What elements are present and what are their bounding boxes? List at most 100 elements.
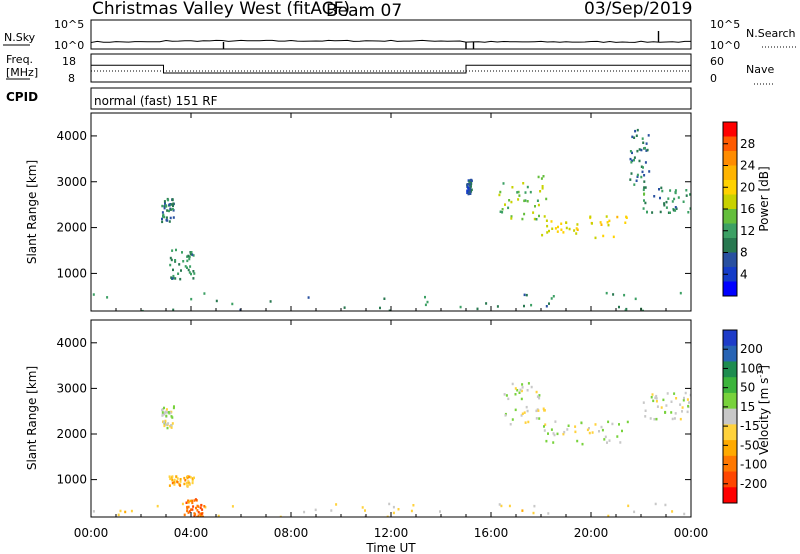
y-tick-label: 2000 xyxy=(56,221,87,235)
echo-cell xyxy=(185,501,188,504)
echo-cell xyxy=(546,231,549,234)
frequency-series xyxy=(91,64,691,74)
echo-cell xyxy=(179,484,182,487)
echo-cell xyxy=(526,200,529,203)
echo-cell xyxy=(666,392,669,395)
echo-cell xyxy=(503,393,506,396)
y-tick-label: 2000 xyxy=(56,427,87,441)
echo-cell xyxy=(650,396,653,399)
colorbar-tick-label: 50 xyxy=(740,381,755,395)
x-axis-label: Time UT xyxy=(365,541,416,554)
power-panel: 4000 3000 2000 1000 Slant Range [km] 28 24 20… xyxy=(25,112,771,312)
echo-cell xyxy=(604,435,607,439)
y-tick-label: 1000 xyxy=(56,473,87,487)
echo-cell xyxy=(616,435,619,438)
echo-cell xyxy=(535,390,538,394)
echo-cell xyxy=(545,439,548,443)
colorbar-tick-label: -200 xyxy=(740,477,767,491)
echo-cell xyxy=(541,185,544,188)
echo-cell xyxy=(188,475,191,479)
echo-cell xyxy=(186,255,189,258)
echo-cell xyxy=(164,419,167,423)
echo-cell xyxy=(183,476,186,480)
freq-label-1: Freq. xyxy=(6,53,33,66)
echo-cell xyxy=(199,506,202,510)
echo-cell xyxy=(655,394,658,398)
echo-cell xyxy=(633,156,636,159)
echo-cell xyxy=(538,396,541,400)
echo-cell xyxy=(574,425,577,428)
echo-cell xyxy=(685,194,688,197)
echo-cell xyxy=(675,397,678,400)
echo-cell xyxy=(565,221,568,224)
echo-cell xyxy=(192,277,195,280)
echo-cell xyxy=(279,515,282,517)
echo-cell xyxy=(509,423,512,426)
echo-cell xyxy=(161,220,164,224)
echo-cell xyxy=(665,206,668,209)
noise-right-tick-top: 10^5 xyxy=(710,18,740,31)
echo-cell xyxy=(204,506,207,509)
echo-cell xyxy=(163,206,166,210)
freq-right-tick-top: 60 xyxy=(710,55,724,68)
echo-cell xyxy=(535,218,538,221)
echo-cell xyxy=(625,307,628,311)
echo-cell xyxy=(681,410,683,413)
echo-cell xyxy=(563,430,566,434)
echo-cell xyxy=(192,505,195,508)
echo-cell xyxy=(689,393,691,397)
echo-cell xyxy=(190,272,192,276)
echo-cell xyxy=(524,191,527,194)
colorbar-tick-label: 4 xyxy=(740,267,748,281)
colorbar-tick-label: -100 xyxy=(740,458,767,472)
colorbar-swatch xyxy=(723,209,737,224)
echo-cell xyxy=(644,415,647,418)
echo-cell xyxy=(469,192,472,195)
echo-cell xyxy=(410,509,413,513)
echo-cell xyxy=(161,217,163,221)
echo-cell xyxy=(162,421,165,424)
colorbar-swatch xyxy=(723,122,737,137)
echo-cell xyxy=(186,509,189,513)
echo-cell xyxy=(619,441,622,444)
echo-cell xyxy=(179,277,182,281)
echo-cell xyxy=(641,137,644,140)
y-tick-label: 4000 xyxy=(56,336,87,350)
x-tick-label: 20:00 xyxy=(574,526,609,540)
echo-cell xyxy=(685,189,688,192)
echo-cell xyxy=(191,479,194,482)
echo-cell xyxy=(542,175,545,178)
colorbar-tick-label: 24 xyxy=(740,159,755,173)
echo-cell xyxy=(188,255,191,259)
velocity-y-ticks: 4000 3000 2000 1000 xyxy=(56,336,691,487)
echo-cell xyxy=(642,309,644,311)
echo-cell xyxy=(397,508,400,511)
echo-cell xyxy=(500,504,503,508)
echo-cell xyxy=(193,272,196,275)
echo-cell xyxy=(605,291,608,295)
echo-cell xyxy=(203,505,206,508)
echo-cell xyxy=(565,226,568,230)
echo-cell xyxy=(670,400,673,403)
colorbar-swatch xyxy=(723,345,737,362)
echo-cell xyxy=(674,412,677,415)
echo-cell xyxy=(551,227,554,230)
noise-left-tick-bottom: 10^0 xyxy=(54,39,84,52)
echo-cell xyxy=(521,412,524,415)
echo-cell xyxy=(552,441,555,444)
echo-cell xyxy=(184,479,187,482)
echo-cell xyxy=(635,134,638,137)
echo-cell xyxy=(656,405,659,408)
echo-cell xyxy=(170,276,173,279)
echo-cell xyxy=(636,128,639,132)
colorbar-swatch xyxy=(723,223,737,239)
echo-cell xyxy=(496,305,499,308)
colorbar-swatch xyxy=(723,330,737,347)
echo-cell xyxy=(239,308,242,311)
cpid-panel: CPID normal (fast) 151 RF xyxy=(6,87,692,110)
echo-cell xyxy=(470,188,473,191)
echo-cell xyxy=(168,203,171,206)
echo-cell xyxy=(633,136,636,139)
echo-cell xyxy=(539,190,542,193)
echo-cell xyxy=(187,505,190,509)
